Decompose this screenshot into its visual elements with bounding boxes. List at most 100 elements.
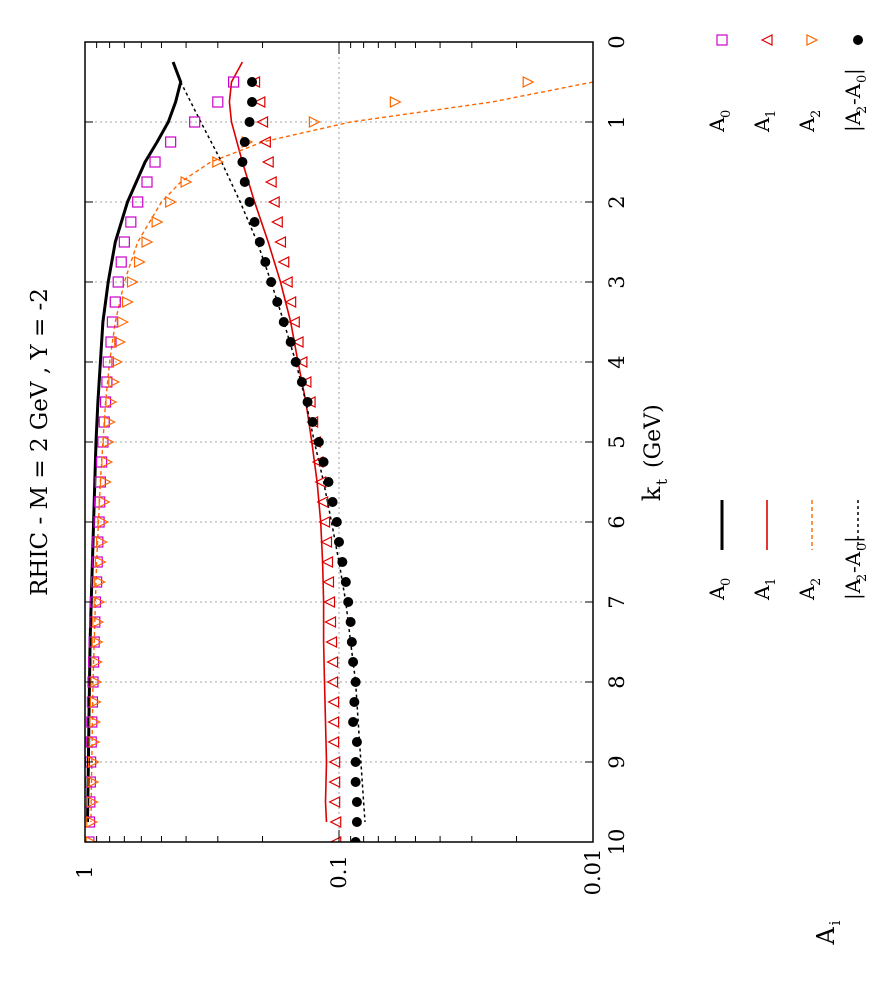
point-A0 <box>118 236 130 248</box>
point-A2 <box>104 416 116 428</box>
legend-label-text: |A <box>841 578 866 600</box>
legend-label-text: -A <box>841 551 865 573</box>
legend-label-A0: A0 <box>705 578 734 601</box>
point-A2 <box>212 156 225 168</box>
point-A1 <box>277 256 290 268</box>
legend-label-sub: 0 <box>855 75 870 83</box>
legend-label-sub: 0 <box>855 543 870 551</box>
legend-label-text: A <box>750 117 774 133</box>
x-axis-label-main: k <box>638 486 666 501</box>
legend-label-text: | <box>841 68 866 75</box>
point-A2 <box>102 436 115 448</box>
point-A1 <box>324 616 337 628</box>
legend-label-text: A <box>795 585 819 601</box>
legend-label-A1: A1 <box>750 578 779 601</box>
point-A1 <box>295 356 308 368</box>
point-A0 <box>85 816 96 828</box>
point-A2mA0 <box>350 677 361 687</box>
point-A2 <box>114 336 127 348</box>
point-A2 <box>308 116 321 128</box>
point-A2 <box>121 296 134 308</box>
point-A2mA0 <box>351 797 362 807</box>
point-A2 <box>85 836 98 842</box>
x-axis-label-unit: (GeV) <box>641 404 666 468</box>
point-A1 <box>270 216 283 228</box>
point-A2mA0 <box>239 177 250 187</box>
x-axis-label-sub: t <box>653 479 671 485</box>
legend-label-A2: A2 <box>795 110 824 133</box>
ticks: 0 1 2 3 4 5 6 7 8 9 100.01 0.1 1 <box>73 35 629 895</box>
legend-label-sub: 2 <box>855 574 870 582</box>
point-A2mA0 <box>260 257 271 267</box>
point-A2 <box>89 696 102 708</box>
point-A0 <box>165 136 177 148</box>
point-A2 <box>522 76 535 88</box>
point-A0 <box>87 656 100 668</box>
point-A2mA0 <box>296 377 307 387</box>
point-A2 <box>108 376 121 388</box>
point-A0 <box>125 216 137 228</box>
legend-label-text: A <box>705 585 729 601</box>
y-axis-label-sub: i <box>826 920 844 925</box>
point-A1 <box>284 296 297 308</box>
point-A1 <box>328 776 341 788</box>
legend-marker-A2mA0 <box>853 35 863 45</box>
point-A1 <box>329 836 342 842</box>
point-A1 <box>327 696 340 708</box>
point-A0 <box>101 376 113 388</box>
point-A2mA0 <box>323 477 334 487</box>
point-A2mA0 <box>278 317 289 327</box>
x-tick-label: 2 <box>605 195 629 208</box>
point-A0 <box>227 76 240 88</box>
point-A1 <box>258 136 271 148</box>
point-A1 <box>325 636 338 648</box>
legend-label-text: A <box>750 585 774 601</box>
point-A2 <box>86 796 99 808</box>
point-A1 <box>322 576 335 588</box>
point-A2 <box>91 656 103 668</box>
point-A2 <box>133 256 146 268</box>
point-A2 <box>94 556 107 568</box>
point-A1 <box>256 116 269 128</box>
point-A2mA0 <box>346 637 357 647</box>
point-A2mA0 <box>343 597 354 607</box>
x-tick-label: 4 <box>605 355 629 368</box>
series-layer <box>85 61 593 842</box>
point-A2mA0 <box>244 117 255 127</box>
point-A2mA0 <box>351 737 362 747</box>
point-A2 <box>126 276 139 288</box>
point-A1 <box>329 816 342 828</box>
series-line-A0 <box>86 61 183 823</box>
legend-label-sub: 2 <box>809 110 824 118</box>
point-A0 <box>85 836 95 842</box>
legend-label-A0: A0 <box>705 110 734 133</box>
point-A1 <box>328 756 341 768</box>
point-A1 <box>280 276 293 288</box>
legend-label-A2: A2 <box>795 578 824 601</box>
point-A1 <box>287 316 300 328</box>
point-A2mA0 <box>244 197 255 207</box>
x-tick-label: 0 <box>605 35 629 48</box>
point-A2mA0 <box>266 277 277 287</box>
point-A0 <box>91 576 103 588</box>
point-A2mA0 <box>249 217 260 227</box>
point-A2mA0 <box>313 437 324 447</box>
point-A1 <box>318 516 331 528</box>
point-A1 <box>264 176 277 188</box>
point-A2 <box>93 596 106 608</box>
point-A1 <box>326 656 339 668</box>
legend-marker-A2 <box>806 34 819 46</box>
grid <box>85 42 593 842</box>
x-tick-label: 10 <box>605 829 629 856</box>
y-tick-label: 1 <box>73 865 97 878</box>
point-A2mA0 <box>349 697 360 707</box>
legend-label-sub: 0 <box>719 578 734 586</box>
point-A2 <box>98 496 111 508</box>
point-A1 <box>327 736 340 748</box>
chart-title: RHIC - M = 2 GeV , Y = -2 <box>27 288 53 596</box>
point-A2mA0 <box>345 617 356 627</box>
point-A2 <box>141 236 154 248</box>
point-A2 <box>92 616 105 628</box>
